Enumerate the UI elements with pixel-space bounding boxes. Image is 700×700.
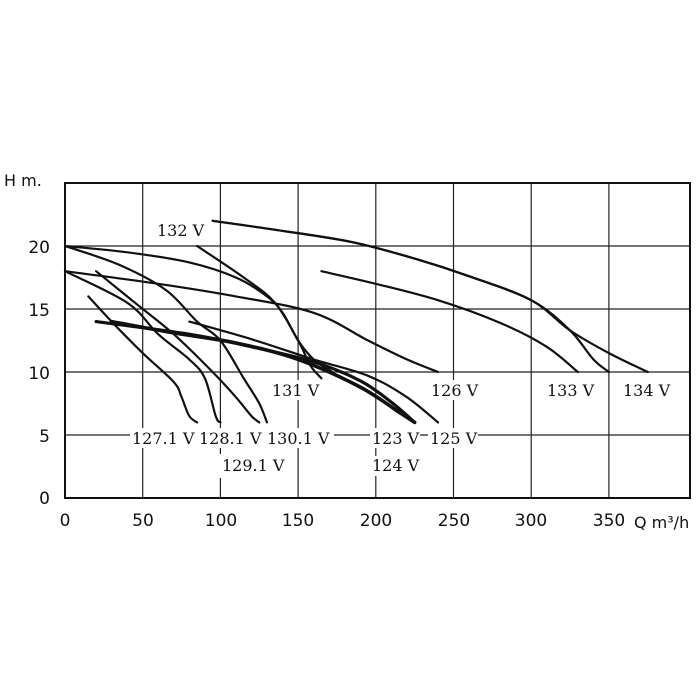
x-tick-label: 200 [360, 511, 392, 531]
y-tick-label: 10 [28, 364, 50, 384]
curve-label-133v: 133 V [547, 381, 595, 400]
curve-label-128-1v: 128.1 V [199, 429, 262, 448]
curve-label-125v: 125 V [430, 429, 478, 448]
x-tick-label: 300 [515, 511, 547, 531]
curve-label-132v: 132 V [157, 221, 205, 240]
x-axis-title: Q m³/h [634, 513, 689, 532]
curve-label-124v: 124 V [372, 456, 420, 475]
curve-label-127-1v: 127.1 V [132, 429, 195, 448]
curve-134-v [211, 219, 649, 374]
y-tick-label: 15 [28, 301, 50, 321]
y-tick-label: 5 [39, 427, 50, 447]
curve-label-126v: 126 V [431, 381, 479, 400]
curves [63, 219, 649, 425]
curve-133-v [320, 270, 579, 374]
curve-132-1-v [196, 244, 323, 380]
curve-129-1-v [95, 270, 261, 424]
curve-label-131v: 131 V [272, 381, 320, 400]
x-tick-label: 150 [282, 511, 314, 531]
plot-frame [64, 182, 691, 499]
curve-label-130-1v: 130.1 V [267, 429, 330, 448]
grid [65, 183, 690, 498]
y-tick-label: 0 [39, 489, 50, 509]
curve-label-123v: 123 V [372, 429, 420, 448]
curve-125-v [188, 320, 440, 424]
x-tick-label: 350 [593, 511, 625, 531]
y-axis-title: H m. [4, 171, 42, 190]
x-tick-label: 250 [438, 511, 470, 531]
curve-labels: 132 V 131 V 126 V 133 V 134 V 127.1 V 12… [130, 220, 671, 478]
curve-label-134v: 134 V [623, 381, 671, 400]
x-tick-label: 0 [60, 511, 71, 531]
x-tick-label: 50 [132, 511, 154, 531]
y-tick-label: 20 [28, 238, 50, 258]
curve-label-129-1v: 129.1 V [222, 456, 285, 475]
curve-128-1-v [63, 270, 222, 424]
curve-127-1-v [87, 295, 199, 424]
curve-130-1-v [63, 244, 269, 424]
x-tick-label: 100 [205, 511, 237, 531]
